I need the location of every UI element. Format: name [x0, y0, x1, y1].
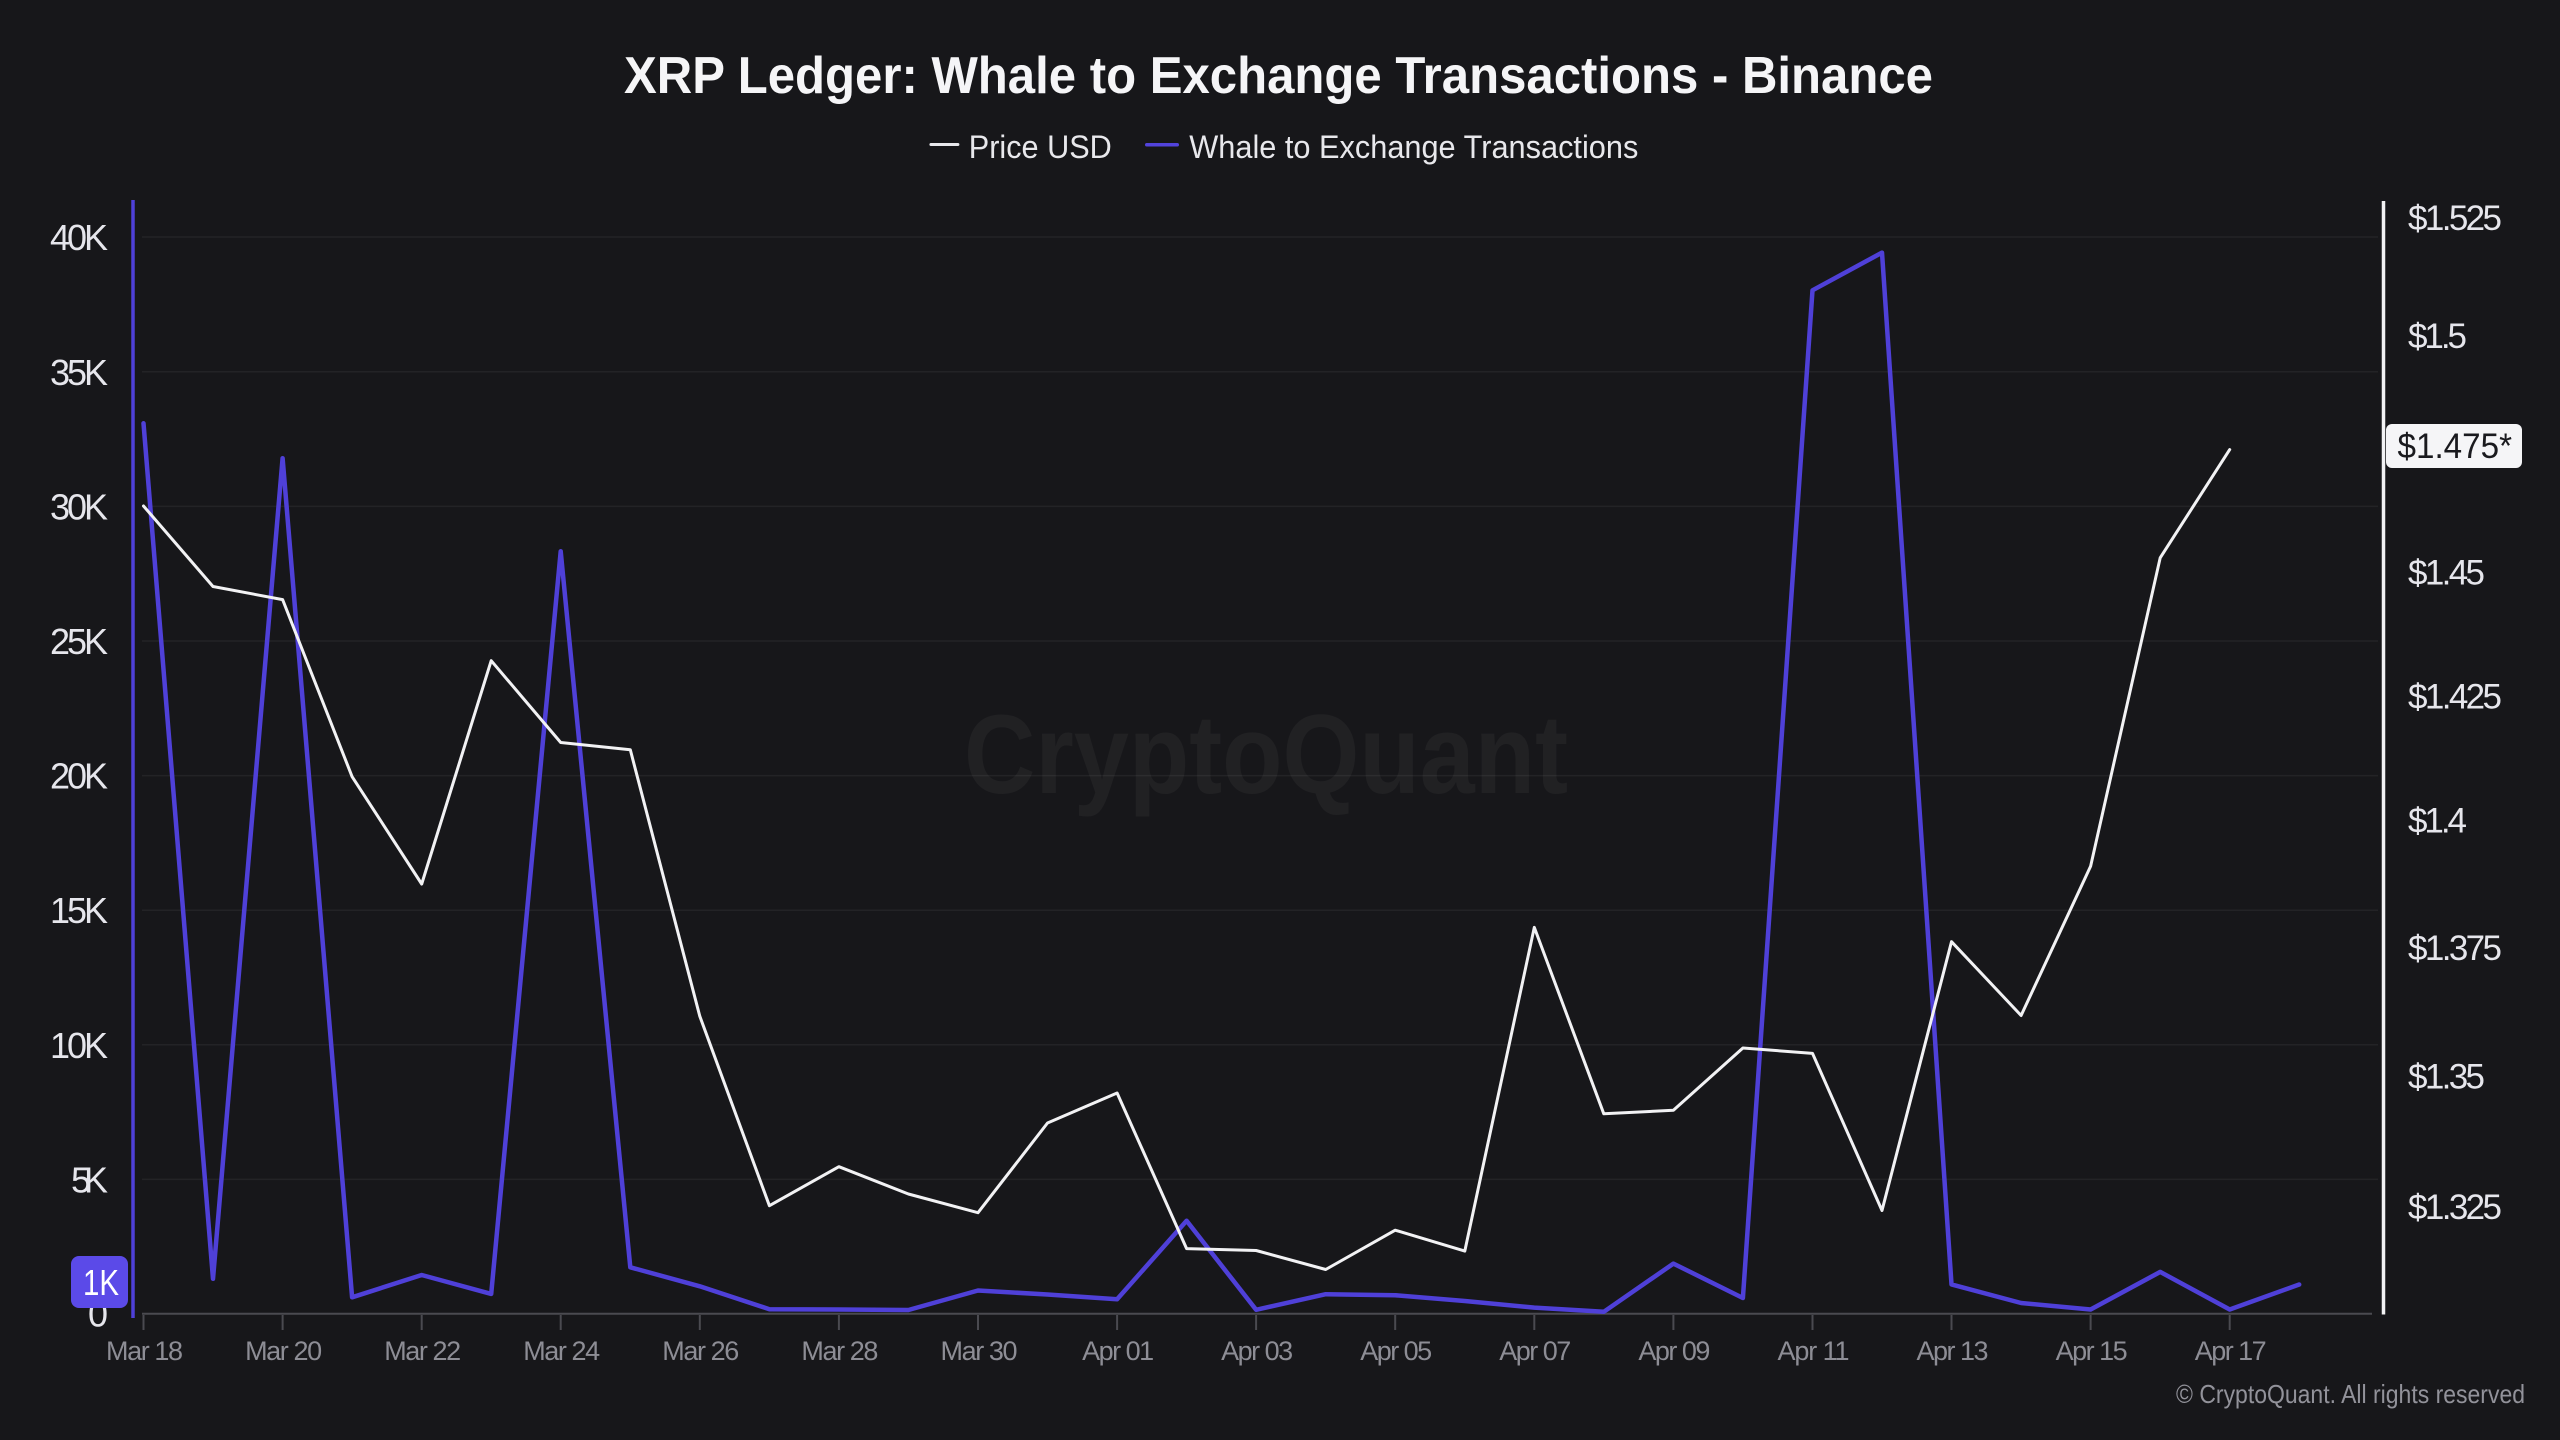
svg-text:40K: 40K [50, 217, 108, 258]
svg-text:Mar 30: Mar 30 [941, 1336, 1018, 1366]
svg-text:$1.5: $1.5 [2408, 317, 2467, 356]
svg-text:Apr 01: Apr 01 [1082, 1336, 1154, 1366]
svg-text:$1.325: $1.325 [2408, 1188, 2502, 1227]
svg-text:35K: 35K [50, 352, 108, 393]
svg-text:30K: 30K [50, 486, 108, 527]
svg-text:Apr 15: Apr 15 [2056, 1336, 2128, 1366]
svg-text:Apr 03: Apr 03 [1221, 1336, 1293, 1366]
svg-text:20K: 20K [50, 756, 108, 797]
svg-text:Apr 07: Apr 07 [1499, 1336, 1571, 1366]
svg-text:25K: 25K [50, 621, 108, 662]
svg-text:© CryptoQuant. All rights rese: © CryptoQuant. All rights reserved [2176, 1379, 2525, 1409]
svg-text:Mar 24: Mar 24 [523, 1336, 600, 1366]
svg-text:Apr 05: Apr 05 [1360, 1336, 1432, 1366]
svg-text:$1.4: $1.4 [2408, 801, 2467, 840]
svg-text:Whale to Exchange Transactions: Whale to Exchange Transactions [1189, 129, 1638, 165]
svg-text:Apr 17: Apr 17 [2195, 1336, 2267, 1366]
svg-text:Apr 09: Apr 09 [1638, 1336, 1710, 1366]
svg-text:$1.525: $1.525 [2408, 199, 2502, 238]
svg-text:$1.45: $1.45 [2408, 554, 2485, 593]
svg-text:Mar 20: Mar 20 [245, 1336, 322, 1366]
svg-text:Price USD: Price USD [969, 129, 1112, 165]
svg-text:15K: 15K [50, 890, 108, 931]
svg-text:CryptoQuant: CryptoQuant [964, 692, 1568, 817]
svg-text:Mar 28: Mar 28 [801, 1336, 878, 1366]
svg-text:Mar 22: Mar 22 [384, 1336, 461, 1366]
svg-text:Apr 13: Apr 13 [1917, 1336, 1989, 1366]
svg-text:Mar 26: Mar 26 [662, 1336, 739, 1366]
svg-text:Mar 18: Mar 18 [106, 1336, 183, 1366]
svg-text:$1.375: $1.375 [2408, 929, 2502, 968]
svg-text:XRP Ledger: Whale to Exchange: XRP Ledger: Whale to Exchange Transactio… [624, 47, 1933, 105]
svg-text:5K: 5K [71, 1159, 108, 1200]
svg-text:$1.475*: $1.475* [2398, 427, 2513, 466]
svg-text:$1.35: $1.35 [2408, 1057, 2485, 1096]
svg-text:10K: 10K [50, 1025, 108, 1066]
svg-text:1K: 1K [83, 1262, 119, 1303]
svg-text:Apr 11: Apr 11 [1778, 1336, 1850, 1366]
svg-text:$1.425: $1.425 [2408, 678, 2502, 717]
